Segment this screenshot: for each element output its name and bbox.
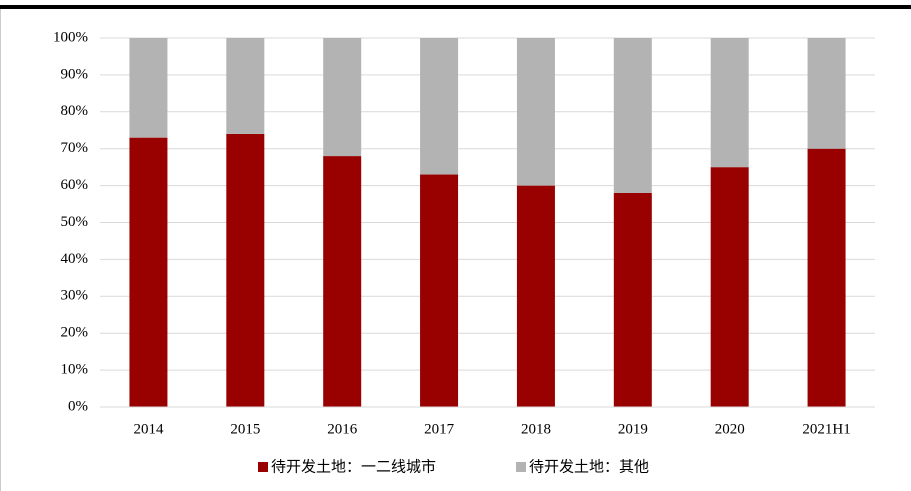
x-tick-label: 2016 — [327, 421, 358, 437]
y-tick-label: 40% — [61, 251, 89, 267]
y-tick-label: 30% — [61, 288, 89, 304]
y-tick-label: 80% — [61, 103, 89, 119]
legend-label: 待开发土地：其他 — [529, 458, 649, 475]
bar-segment — [420, 174, 459, 407]
bar-segment — [129, 38, 168, 138]
y-tick-label: 50% — [61, 214, 89, 230]
y-tick-label: 70% — [61, 140, 89, 156]
bar-segment — [516, 38, 555, 186]
bar-segment — [323, 156, 362, 407]
bar-segment — [613, 38, 652, 193]
bar-segment — [226, 133, 265, 407]
x-tick-label: 2015 — [230, 421, 260, 437]
legend-swatch — [258, 462, 268, 472]
bar-segment — [226, 38, 265, 134]
y-tick-label: 60% — [61, 177, 89, 193]
x-tick-label: 2018 — [521, 421, 551, 437]
bar-segment — [613, 192, 652, 407]
legend-swatch — [516, 462, 526, 472]
bar-segment — [710, 167, 749, 407]
x-tick-label: 2021H1 — [802, 421, 850, 437]
x-tick-label: 2020 — [715, 421, 745, 437]
y-tick-label: 20% — [61, 325, 89, 341]
bar-segment — [323, 38, 362, 157]
x-tick-label: 2019 — [618, 421, 648, 437]
bar-segment — [807, 148, 846, 407]
bar-segment — [710, 38, 749, 168]
y-tick-label: 90% — [61, 66, 89, 82]
x-tick-label: 2017 — [424, 421, 455, 437]
x-tick-label: 2014 — [133, 421, 164, 437]
y-tick-label: 10% — [61, 362, 89, 378]
bar-segment — [516, 185, 555, 407]
y-tick-label: 0% — [68, 398, 88, 414]
bar-segment — [129, 137, 168, 407]
bar-segment — [807, 38, 846, 149]
bar-segment — [420, 38, 459, 175]
y-tick-label: 100% — [53, 29, 88, 45]
legend-label: 待开发土地：一二线城市 — [271, 458, 436, 475]
